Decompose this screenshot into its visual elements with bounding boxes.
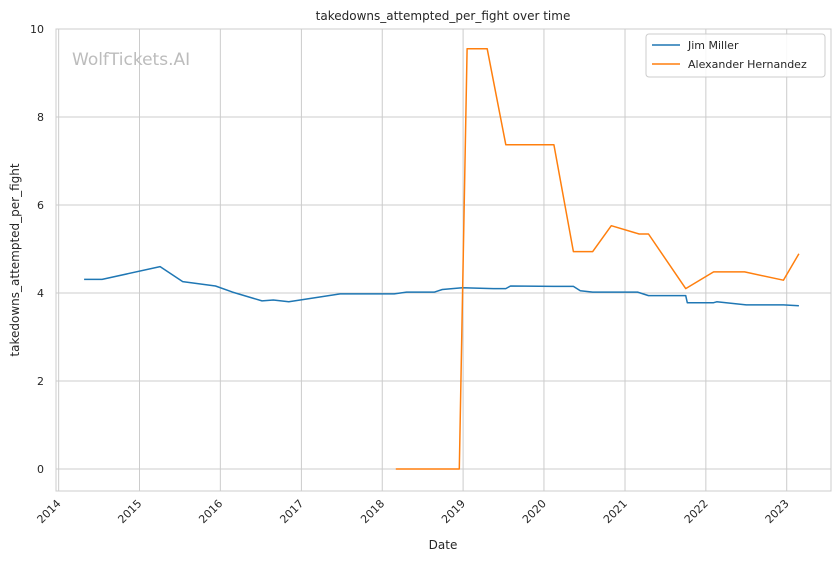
x-tick-label: 2018 [358,497,387,526]
x-tick-label: 2014 [35,497,64,526]
series-group [84,48,800,470]
y-tick-label: 10 [30,23,44,36]
legend-label-jim-miller: Jim Miller [687,39,739,52]
series-line-alexander-hernandez [395,48,800,470]
y-axis-title: takedowns_attempted_per_fight [8,163,22,356]
watermark: WolfTickets.AI [72,50,190,70]
legend: Jim Miller Alexander Hernandez [645,33,826,78]
x-tick-label: 2016 [196,497,225,526]
y-tick-label: 6 [37,199,44,212]
x-tick-label: 2017 [277,497,306,526]
x-tick-label: 2020 [520,497,549,526]
y-tick-label: 8 [37,111,44,124]
legend-label-alexander-hernandez: Alexander Hernandez [688,58,807,71]
chart-title: takedowns_attempted_per_fight over time [316,9,571,23]
y-tick-label: 0 [37,463,44,476]
x-tick-label: 2015 [115,497,144,526]
x-axis-title: Date [429,538,458,552]
y-tick-label: 2 [37,375,44,388]
x-tick-label: 2023 [763,497,792,526]
x-tick-label: 2021 [601,497,630,526]
x-tick-label: 2019 [439,497,468,526]
plot-area [55,28,832,492]
y-tick-label: 4 [37,287,44,300]
series-line-jim-miller [84,265,799,307]
x-tick-label: 2022 [682,497,711,526]
legend-box [645,33,826,78]
